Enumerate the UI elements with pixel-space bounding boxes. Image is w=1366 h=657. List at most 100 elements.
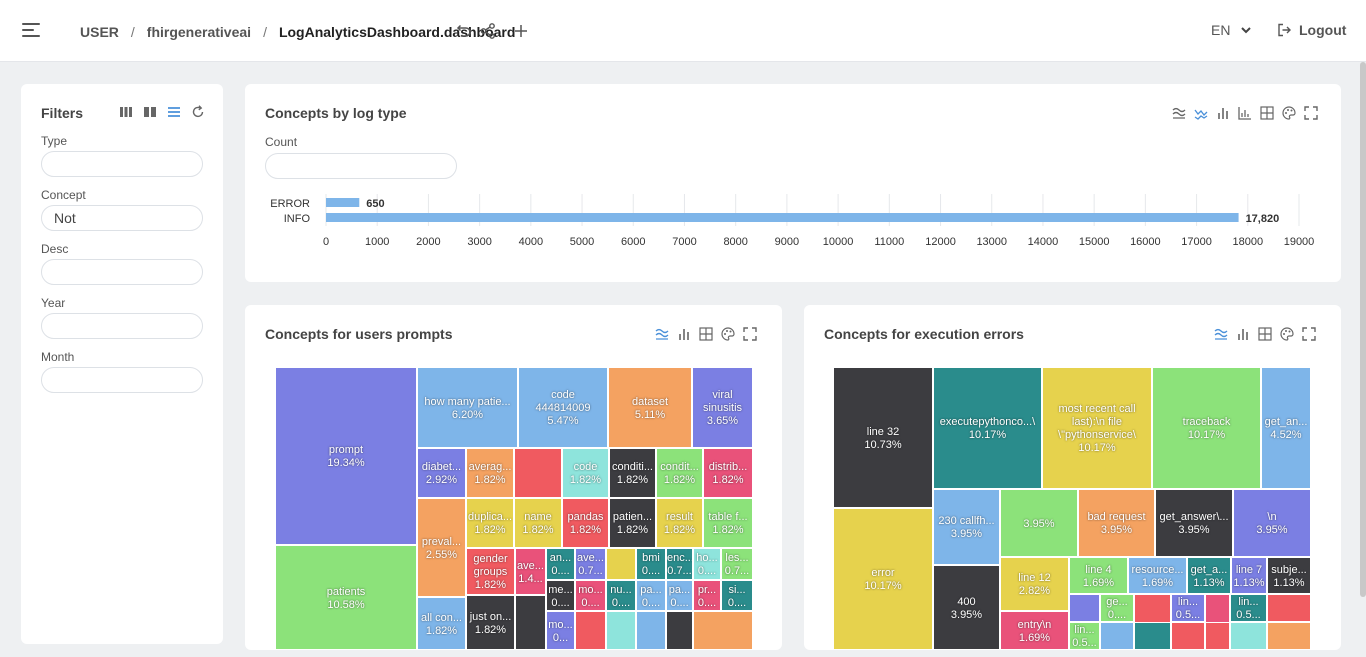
language-selector[interactable]: EN [1211, 22, 1252, 38]
treemap-cell[interactable]: just on... 1.82% [466, 595, 515, 650]
treemap-cell[interactable]: executepythonco...\ 10.17% [933, 367, 1042, 489]
treemap-cell[interactable]: how many patie... 6.20% [417, 367, 518, 448]
treemap-cell[interactable]: 230 callfh... 3.95% [933, 489, 1000, 565]
table-icon[interactable] [1260, 106, 1274, 120]
treemap-cell[interactable]: averag... 1.82% [466, 448, 514, 498]
treemap-cell[interactable]: all con... 1.82% [417, 597, 466, 650]
treemap-cell[interactable]: an... 0.... [546, 548, 575, 580]
area-chart-icon[interactable] [1172, 106, 1186, 120]
treemap-cell[interactable]: dataset 5.11% [608, 367, 692, 448]
treemap-cell[interactable]: mo... 0.... [575, 580, 606, 611]
column-chart-icon[interactable] [1238, 106, 1252, 120]
fullscreen-icon[interactable] [743, 327, 757, 341]
treemap-cell[interactable]: ho... 0.... [693, 548, 721, 580]
treemap-cell[interactable]: nu... 0.... [606, 580, 636, 611]
logout-button[interactable]: Logout [1277, 22, 1346, 38]
treemap-cell[interactable]: lin... 0.5... [1230, 594, 1267, 622]
treemap-cell[interactable]: pa... 0.... [666, 580, 693, 611]
treemap-cell[interactable]: error 10.17% [833, 508, 933, 650]
treemap-cell[interactable]: conditi... 1.82% [609, 448, 656, 498]
table-icon[interactable] [699, 327, 713, 341]
treemap-cell[interactable]: ge... 0.... [1100, 594, 1134, 622]
treemap-cell[interactable]: 3.95% [1000, 489, 1078, 557]
treemap-cell[interactable] [1100, 622, 1134, 650]
treemap-cell[interactable]: table f... 1.82% [703, 498, 753, 548]
treemap-cell[interactable]: pr... 0.... [693, 580, 721, 611]
treemap-cell[interactable]: gender groups 1.82% [466, 548, 515, 595]
bar-chart-icon[interactable] [1236, 327, 1250, 341]
treemap-cell[interactable]: lin... 0.5... [1171, 594, 1205, 622]
treemap-cell[interactable]: pa... 0.... [636, 580, 666, 611]
treemap-cell[interactable] [1134, 622, 1171, 650]
treemap-cell[interactable]: line 7 1.13% [1231, 557, 1267, 594]
treemap-cell[interactable]: ave... 0.7... [575, 548, 606, 580]
area-chart-icon[interactable] [655, 327, 669, 341]
table-icon[interactable] [1258, 327, 1272, 341]
treemap-cell[interactable]: 400 3.95% [933, 565, 1000, 650]
treemap-cell[interactable]: get_answer\... 3.95% [1155, 489, 1233, 557]
treemap-cell[interactable]: \n 3.95% [1233, 489, 1311, 557]
treemap-cell[interactable]: viral sinusitis 3.65% [692, 367, 753, 448]
treemap-cell[interactable] [1267, 594, 1311, 622]
treemap-cell[interactable]: me... 0.... [546, 580, 575, 611]
add-icon[interactable] [512, 22, 530, 40]
treemap-cell[interactable]: ave... 1.4... [515, 548, 546, 595]
treemap-cell[interactable] [606, 548, 636, 580]
area-chart-icon[interactable] [1214, 327, 1228, 341]
treemap-cell[interactable]: mo... 0... [546, 611, 575, 650]
treemap-cell[interactable]: enc... 0.7... [666, 548, 693, 580]
line-chart-icon[interactable] [1194, 106, 1208, 120]
treemap-cell[interactable]: les... 0.7... [721, 548, 753, 580]
treemap-cell[interactable]: traceback 10.17% [1152, 367, 1261, 489]
treemap-cell[interactable]: patients 10.58% [275, 545, 417, 650]
two-columns-icon[interactable] [143, 105, 157, 119]
bar-chart-icon[interactable] [1216, 106, 1230, 120]
share-icon[interactable] [479, 22, 497, 40]
treemap-cell[interactable] [606, 611, 636, 650]
fullscreen-icon[interactable] [1304, 106, 1318, 120]
palette-icon[interactable] [1280, 327, 1294, 341]
palette-icon[interactable] [721, 327, 735, 341]
desc-filter-input[interactable] [41, 259, 203, 285]
treemap-cell[interactable]: code 1.82% [562, 448, 609, 498]
treemap-cell[interactable]: line 4 1.69% [1069, 557, 1128, 594]
treemap-cell[interactable] [1171, 622, 1205, 650]
type-filter-input[interactable] [41, 151, 203, 177]
treemap-cell[interactable]: bad request 3.95% [1078, 489, 1155, 557]
concept-filter-input[interactable]: Not [41, 205, 203, 231]
treemap-cell[interactable]: get_a... 1.13% [1187, 557, 1231, 594]
treemap-cell[interactable]: preval... 2.55% [417, 498, 466, 597]
treemap-cell[interactable]: name 1.82% [514, 498, 562, 548]
breadcrumb-user[interactable]: USER [80, 24, 119, 40]
treemap-cell[interactable]: si... 0.... [721, 580, 753, 611]
treemap-cell[interactable] [1069, 594, 1100, 622]
fullscreen-icon[interactable] [1302, 327, 1316, 341]
treemap-cell[interactable]: distrib... 1.82% [703, 448, 753, 498]
treemap-cell[interactable] [575, 611, 606, 650]
page-scrollbar[interactable] [1360, 62, 1366, 597]
count-filter-input[interactable] [265, 153, 457, 179]
treemap-cell[interactable]: line 32 10.73% [833, 367, 933, 508]
breadcrumb-project[interactable]: fhirgenerativeai [146, 24, 252, 40]
palette-icon[interactable] [1282, 106, 1296, 120]
treemap-cell[interactable]: line 12 2.82% [1000, 557, 1069, 611]
treemap-cell[interactable] [666, 611, 693, 650]
treemap-cell[interactable]: lin... 0.5... [1069, 622, 1100, 650]
year-filter-input[interactable] [41, 313, 203, 339]
treemap-cell[interactable] [1230, 622, 1267, 650]
treemap-cell[interactable]: subje... 1.13% [1267, 557, 1311, 594]
treemap-cell[interactable]: condit... 1.82% [656, 448, 703, 498]
treemap-cell[interactable] [636, 611, 666, 650]
bar-chart-icon[interactable] [677, 327, 691, 341]
undo-icon[interactable] [454, 22, 472, 40]
treemap-cell[interactable]: prompt 19.34% [275, 367, 417, 545]
treemap-cell[interactable]: code 444814009 5.47% [518, 367, 608, 448]
treemap-cell[interactable]: result 1.82% [656, 498, 703, 548]
treemap-cell[interactable]: get_an... 4.52% [1261, 367, 1311, 489]
treemap-cell[interactable]: patien... 1.82% [609, 498, 656, 548]
menu-icon[interactable] [22, 22, 42, 38]
treemap-cell[interactable]: most recent call last):\n file \"pythons… [1042, 367, 1152, 489]
treemap-cell[interactable]: diabet... 2.92% [417, 448, 466, 498]
treemap-cell[interactable] [693, 611, 753, 650]
month-filter-input[interactable] [41, 367, 203, 393]
